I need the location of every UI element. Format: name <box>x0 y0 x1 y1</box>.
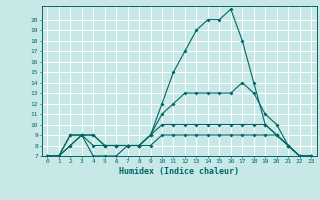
X-axis label: Humidex (Indice chaleur): Humidex (Indice chaleur) <box>119 167 239 176</box>
